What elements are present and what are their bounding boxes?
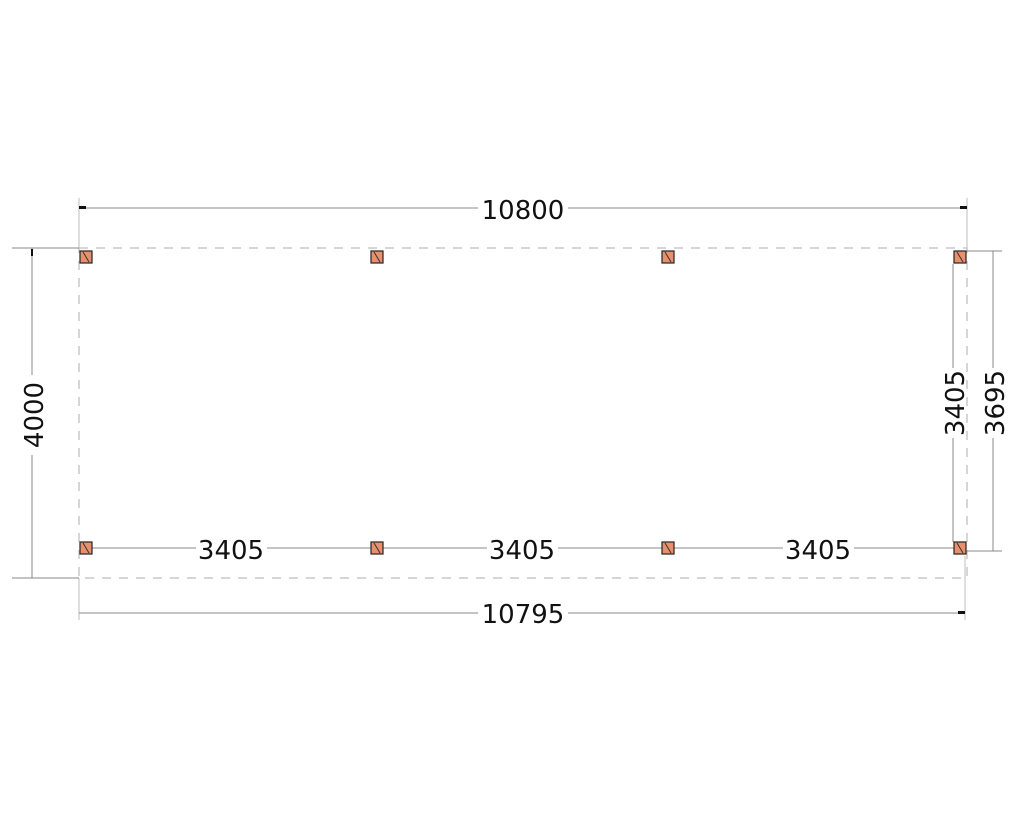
dimension-right-outer: 3695: [967, 250, 1011, 552]
post-hatch: [956, 542, 964, 554]
post-hatch: [664, 542, 672, 554]
post-hatch: [82, 542, 90, 554]
spacing-label-3: 3405: [785, 536, 851, 566]
posts: [79, 250, 967, 555]
dimension-label-4000: 4000: [20, 382, 50, 448]
dimension-right-inner: 3405: [941, 264, 971, 542]
post-hatch: [664, 251, 672, 263]
post-hatch: [82, 251, 90, 263]
post-hatch: [373, 542, 381, 554]
spacing-label-1: 3405: [198, 536, 264, 566]
post-hatch: [956, 251, 964, 263]
post-hatch: [373, 251, 381, 263]
roof-outline: [78, 247, 968, 579]
dimension-label-3405: 3405: [941, 370, 971, 436]
dimension-label-3695: 3695: [981, 370, 1011, 436]
dimension-left: 4000: [12, 247, 79, 579]
dimension-top: 10800: [78, 196, 968, 250]
dimension-post-spacing: 3405 3405 3405: [92, 536, 954, 566]
dimension-bottom: 10795: [78, 556, 966, 630]
dimension-label-10800: 10800: [482, 196, 565, 226]
spacing-label-2: 3405: [489, 536, 555, 566]
dimension-label-10795: 10795: [482, 600, 565, 630]
